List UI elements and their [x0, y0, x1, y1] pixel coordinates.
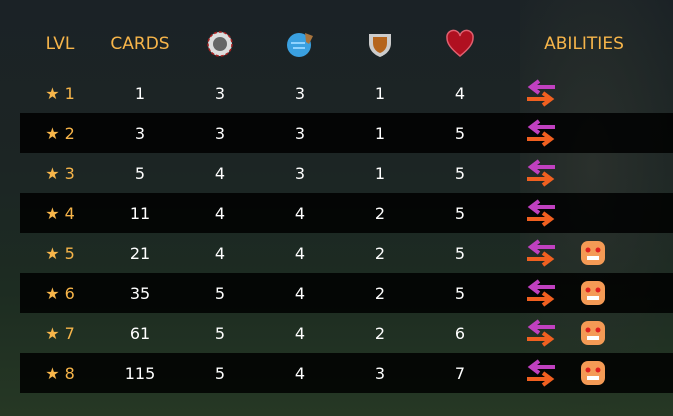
angry-face-icon[interactable]: [578, 238, 608, 272]
cell-level: ★ 8: [45, 363, 75, 383]
cell-armor: 1: [374, 163, 386, 183]
table-row: ★ 6 35 5 4 2 5: [20, 273, 673, 313]
cell-attack: 4: [214, 203, 226, 223]
cell-speed: 3: [294, 163, 306, 183]
cell-cards: 1: [134, 83, 146, 103]
swap-arrows-icon[interactable]: [525, 318, 557, 352]
table-row: ★ 1 1 3 3 1 4: [20, 73, 673, 113]
cell-armor: 1: [374, 123, 386, 143]
angry-face-icon[interactable]: [578, 278, 608, 312]
cell-armor: 2: [374, 323, 386, 343]
header-level: LVL: [45, 34, 75, 54]
cell-attack: 5: [214, 323, 226, 343]
table-header: LVL CARDS ABILITIES: [20, 24, 673, 64]
cell-health: 7: [454, 363, 466, 383]
cell-armor: 2: [374, 283, 386, 303]
cell-attack: 3: [214, 123, 226, 143]
cell-level: ★ 2: [45, 123, 75, 143]
heart-icon: [445, 29, 475, 59]
cell-health: 4: [454, 83, 466, 103]
swap-arrows-icon[interactable]: [525, 78, 557, 112]
cell-attack: 5: [214, 363, 226, 383]
cell-armor: 2: [374, 243, 386, 263]
cell-cards: 61: [129, 323, 151, 343]
cell-health: 5: [454, 243, 466, 263]
table-row: ★ 3 5 4 3 1 5: [20, 153, 673, 193]
cell-armor: 1: [374, 83, 386, 103]
cell-cards: 11: [129, 203, 151, 223]
swap-arrows-icon[interactable]: [525, 278, 557, 312]
cell-level: ★ 1: [45, 83, 75, 103]
cell-cards: 35: [129, 283, 151, 303]
angry-face-icon[interactable]: [578, 358, 608, 392]
header-abilities: ABILITIES: [544, 34, 624, 54]
cell-speed: 4: [294, 363, 306, 383]
table-row: ★ 4 11 4 4 2 5: [20, 193, 673, 233]
cell-speed: 4: [294, 203, 306, 223]
cell-cards: 115: [124, 363, 156, 383]
cell-speed: 4: [294, 243, 306, 263]
swap-arrows-icon[interactable]: [525, 158, 557, 192]
cell-level: ★ 4: [45, 203, 75, 223]
cell-speed: 3: [294, 83, 306, 103]
cell-attack: 3: [214, 83, 226, 103]
cell-level: ★ 6: [45, 283, 75, 303]
cell-speed: 4: [294, 323, 306, 343]
cell-health: 5: [454, 163, 466, 183]
cell-level: ★ 7: [45, 323, 75, 343]
cell-attack: 4: [214, 163, 226, 183]
swap-arrows-icon[interactable]: [525, 238, 557, 272]
speed-icon: [285, 29, 315, 59]
cell-speed: 3: [294, 123, 306, 143]
cell-level: ★ 3: [45, 163, 75, 183]
cell-health: 5: [454, 283, 466, 303]
cell-armor: 2: [374, 203, 386, 223]
swap-arrows-icon[interactable]: [525, 358, 557, 392]
cell-health: 5: [454, 123, 466, 143]
cell-armor: 3: [374, 363, 386, 383]
cell-attack: 4: [214, 243, 226, 263]
table-row: ★ 8 115 5 4 3 7: [20, 353, 673, 393]
table-row: ★ 7 61 5 4 2 6: [20, 313, 673, 353]
angry-face-icon[interactable]: [578, 318, 608, 352]
shield-icon: [365, 29, 395, 59]
cell-cards: 3: [134, 123, 146, 143]
cell-level: ★ 5: [45, 243, 75, 263]
swap-arrows-icon[interactable]: [525, 198, 557, 232]
cell-health: 5: [454, 203, 466, 223]
table-row: ★ 5 21 4 4 2 5: [20, 233, 673, 273]
cell-cards: 5: [134, 163, 146, 183]
table-row: ★ 2 3 3 3 1 5: [20, 113, 673, 153]
cell-attack: 5: [214, 283, 226, 303]
cell-health: 6: [454, 323, 466, 343]
melee-attack-icon: [205, 29, 235, 59]
cell-speed: 4: [294, 283, 306, 303]
header-cards: CARDS: [110, 34, 170, 54]
cell-cards: 21: [129, 243, 151, 263]
swap-arrows-icon[interactable]: [525, 118, 557, 152]
